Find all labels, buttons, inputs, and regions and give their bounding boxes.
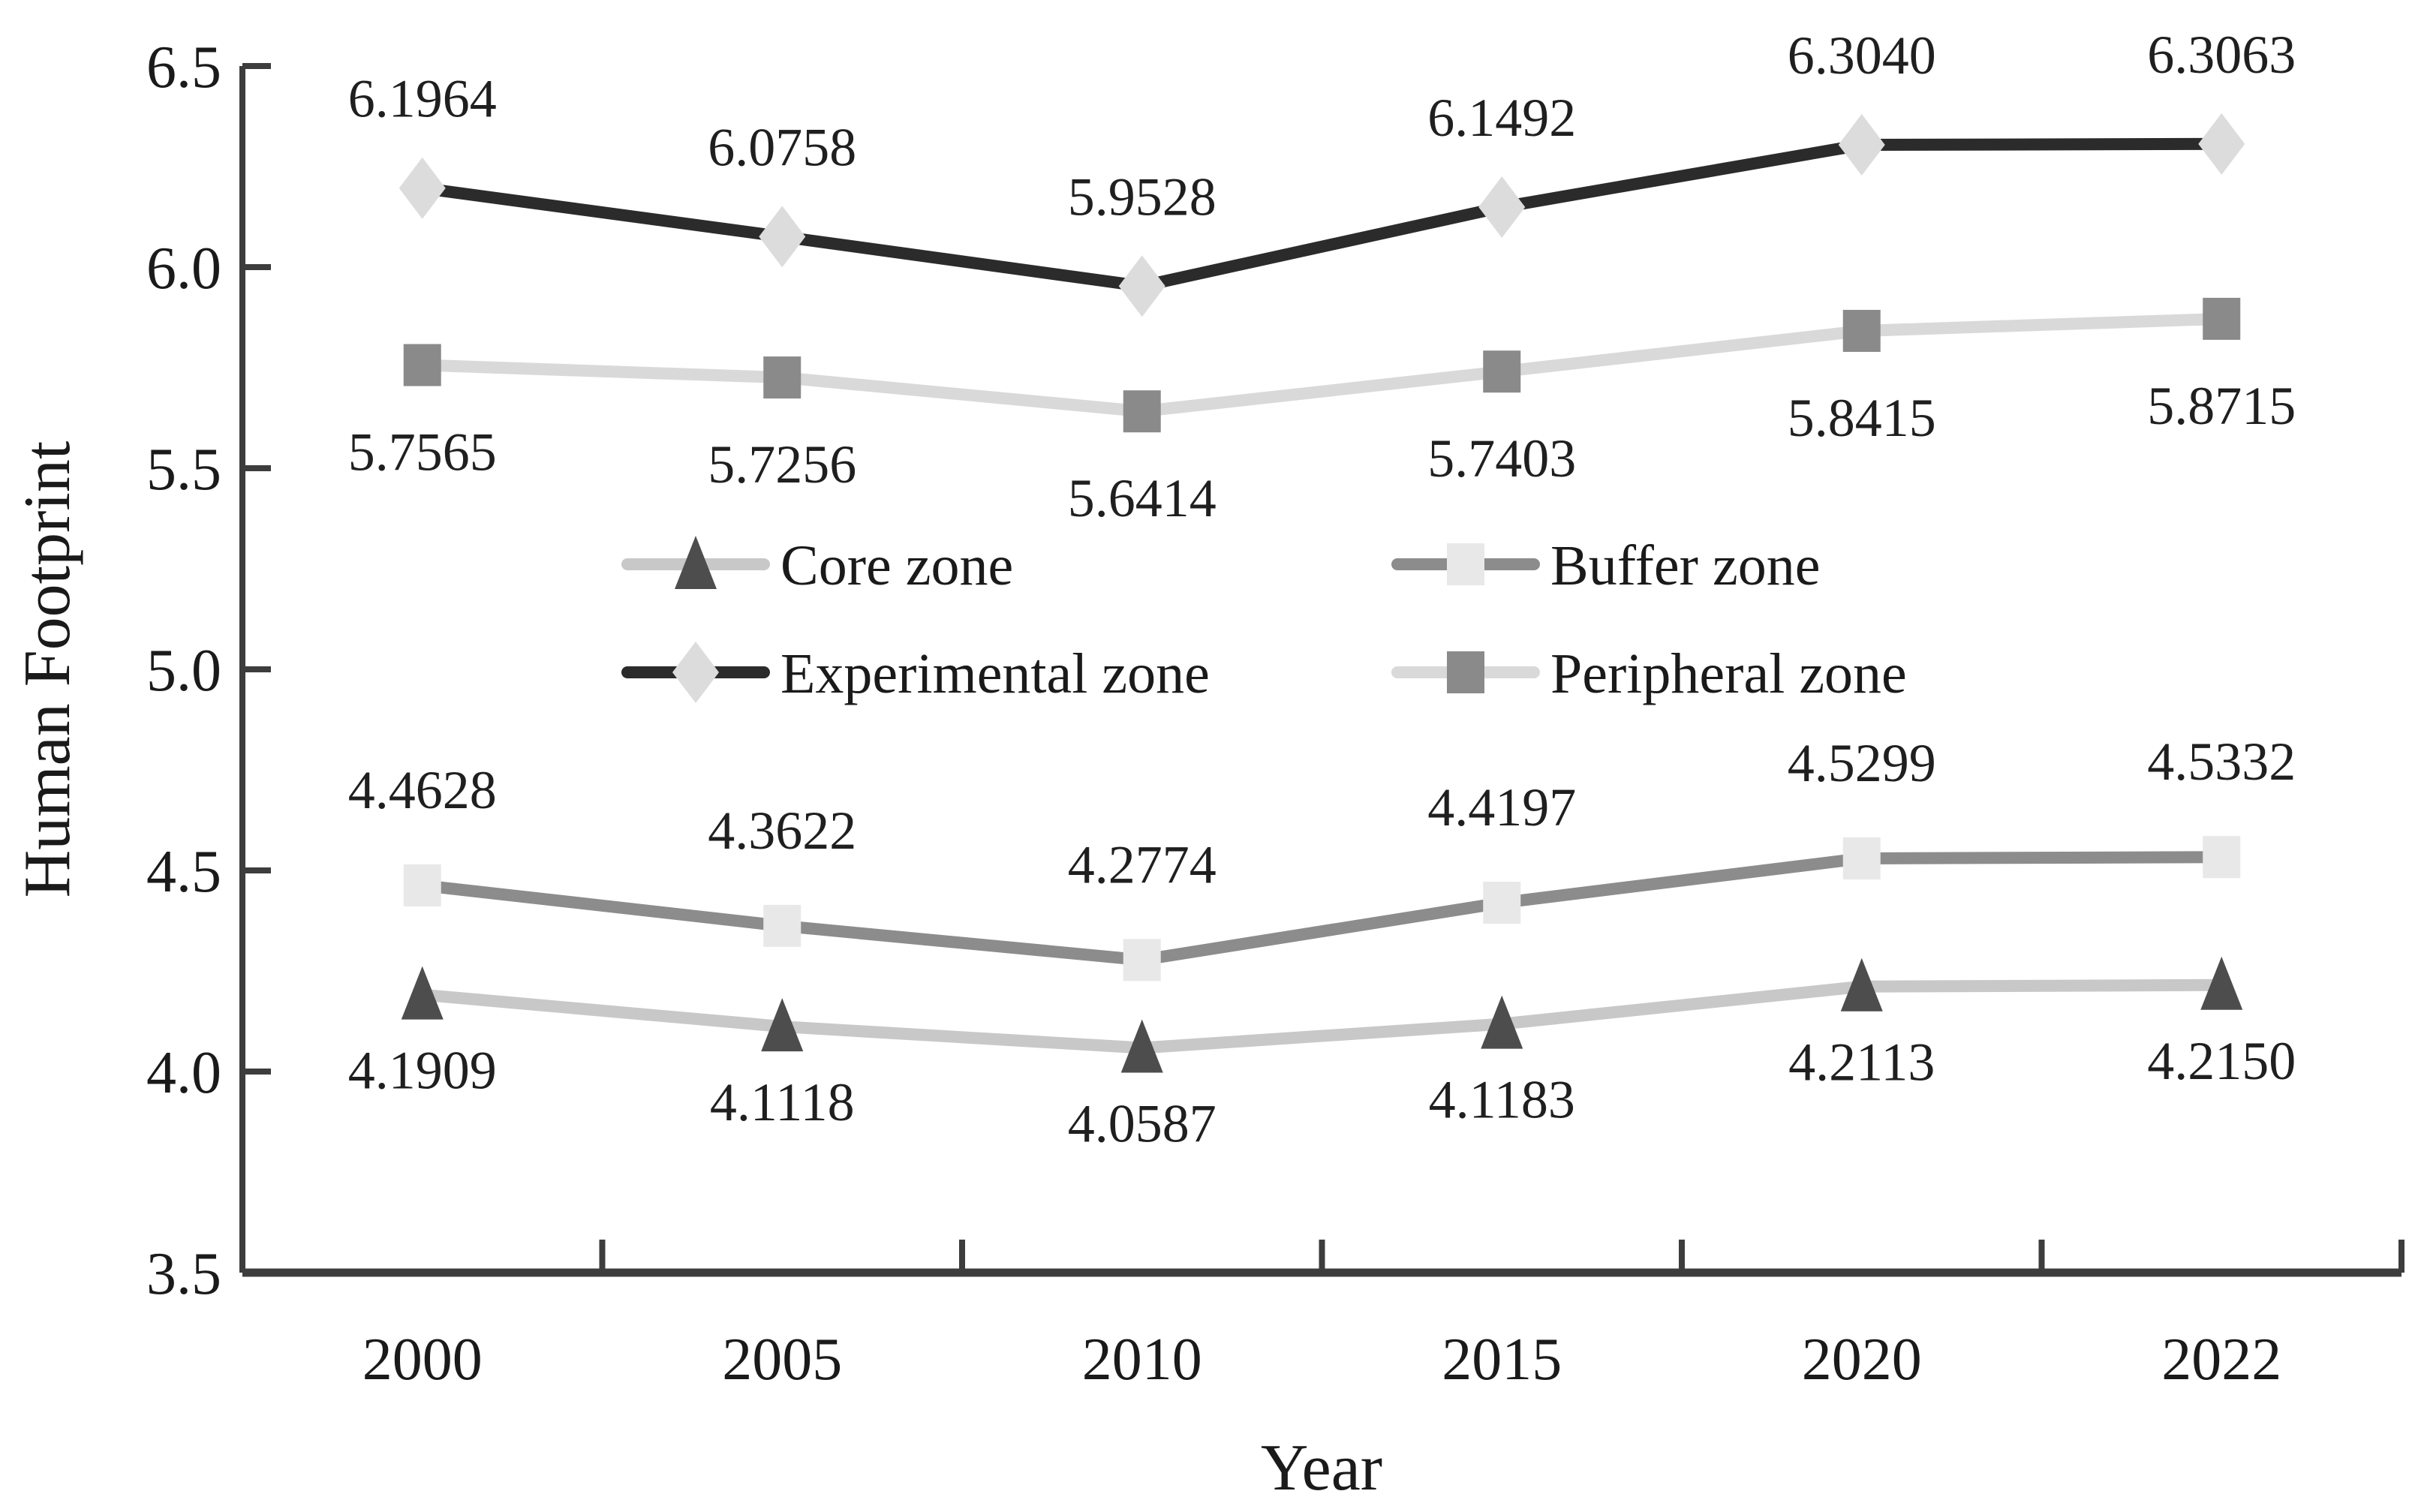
marker-buffer-zone (1483, 882, 1521, 924)
legend: Core zone Buffer zone Experimental zone Per… (621, 534, 1907, 705)
data-label-core-zone: 4.2150 (2147, 1031, 2296, 1091)
series-peripheral-zone: 5.7565 5.7256 5.6414 5.7403 5.8415 5.8715 (348, 297, 2296, 528)
marker-peripheral-zone (1483, 350, 1521, 393)
legend-label-core-zone: Core zone (780, 534, 1013, 597)
data-label-experimental-zone: 5.9528 (1068, 167, 1217, 227)
data-label-core-zone: 4.1909 (348, 1041, 497, 1101)
x-tick-label: 2020 (1802, 1327, 1922, 1393)
x-tick-label: 2005 (722, 1327, 842, 1393)
data-label-core-zone: 4.0587 (1068, 1094, 1217, 1154)
x-tick-label: 2010 (1082, 1327, 1202, 1393)
data-label-buffer-zone: 4.5299 (1788, 733, 1936, 793)
x-tick-label: 2022 (2161, 1327, 2281, 1393)
series-line-peripheral-zone (416, 312, 2228, 418)
y-tick-label: 5.5 (146, 437, 221, 503)
data-label-core-zone: 4.1118 (710, 1072, 855, 1132)
data-label-experimental-zone: 6.3040 (1788, 26, 1936, 86)
x-axis-title: Year (1261, 1432, 1382, 1504)
marker-buffer-zone (1842, 837, 1881, 879)
data-label-peripheral-zone: 5.8415 (1788, 388, 1936, 448)
series-line-buffer-zone (416, 851, 2228, 966)
marker-buffer-zone (403, 864, 441, 906)
data-label-buffer-zone: 4.3622 (708, 801, 856, 861)
data-label-peripheral-zone: 5.7565 (348, 422, 497, 482)
marker-experimental-zone (759, 206, 806, 268)
data-label-experimental-zone: 6.0758 (708, 117, 856, 177)
marker-peripheral-zone (403, 344, 441, 386)
marker-buffer-zone (763, 904, 801, 947)
data-label-experimental-zone: 6.3063 (2147, 25, 2296, 85)
data-label-peripheral-zone: 5.6414 (1068, 468, 1217, 528)
series-buffer-zone: 4.4628 4.3622 4.2774 4.4197 4.5299 4.5332 (348, 732, 2296, 981)
legend-marker-buffer-zone (1447, 543, 1484, 585)
marker-experimental-zone (1118, 255, 1165, 317)
series-layer: 4.1909 4.1118 4.0587 4.1183 4.2113 4.2150 4.46… (348, 25, 2296, 1154)
marker-core-zone (1120, 1019, 1163, 1073)
legend-label-experimental-zone: Experimental zone (780, 642, 1210, 705)
y-tick-label: 6.5 (146, 35, 221, 101)
x-tick-label: 2000 (362, 1327, 483, 1393)
y-tick-label: 4.5 (146, 839, 221, 905)
marker-core-zone (2200, 956, 2243, 1010)
marker-core-zone (761, 998, 804, 1052)
series-core-zone: 4.1909 4.1118 4.0587 4.1183 4.2113 4.2150 (348, 956, 2296, 1154)
x-tick-label: 2015 (1442, 1327, 1562, 1393)
legend-marker-peripheral-zone (1447, 651, 1484, 693)
series-line-core-zone (416, 978, 2228, 1054)
legend-item-experimental-zone: Experimental zone (621, 642, 1210, 705)
y-tick-label: 3.5 (146, 1241, 221, 1307)
data-label-buffer-zone: 4.2774 (1068, 834, 1217, 894)
series-experimental-zone: 6.1964 6.0758 5.9528 6.1492 6.3040 6.3063 (348, 25, 2296, 317)
marker-core-zone (1840, 957, 1883, 1012)
data-label-experimental-zone: 6.1492 (1427, 88, 1576, 148)
marker-peripheral-zone (763, 356, 801, 399)
marker-peripheral-zone (2203, 297, 2241, 340)
data-label-buffer-zone: 4.4197 (1427, 777, 1576, 837)
legend-item-core-zone: Core zone (621, 534, 1013, 597)
data-label-core-zone: 4.2113 (1788, 1033, 1935, 1093)
legend-item-peripheral-zone: Peripheral zone (1391, 642, 1907, 705)
marker-experimental-zone (1478, 176, 1526, 239)
data-label-experimental-zone: 6.1964 (348, 69, 497, 129)
series-line-experimental-zone (416, 137, 2228, 293)
marker-core-zone (1481, 995, 1523, 1049)
marker-experimental-zone (2198, 113, 2245, 175)
axes: 6.5 6.0 5.5 5.0 4.5 4.0 3.5 2000 2005 2010 2015 202… (146, 35, 2404, 1393)
y-axis-title: Human Footprint (11, 441, 84, 898)
y-tick-label: 5.0 (146, 638, 221, 704)
legend-marker-experimental-zone (672, 642, 719, 703)
legend-label-buffer-zone: Buffer zone (1550, 534, 1820, 597)
marker-experimental-zone (1838, 114, 1885, 176)
marker-peripheral-zone (1123, 390, 1161, 433)
data-label-core-zone: 4.1183 (1429, 1070, 1575, 1130)
marker-experimental-zone (398, 157, 446, 219)
legend-label-peripheral-zone: Peripheral zone (1550, 642, 1907, 705)
marker-core-zone (401, 966, 444, 1020)
legend-item-buffer-zone: Buffer zone (1391, 534, 1820, 597)
marker-buffer-zone (2203, 836, 2241, 879)
marker-peripheral-zone (1842, 309, 1881, 352)
data-label-buffer-zone: 4.4628 (348, 760, 497, 820)
marker-buffer-zone (1123, 939, 1161, 981)
data-label-peripheral-zone: 5.7403 (1427, 428, 1576, 488)
data-label-buffer-zone: 4.5332 (2147, 732, 2296, 792)
legend-marker-core-zone (675, 536, 717, 589)
data-label-peripheral-zone: 5.8715 (2147, 376, 2296, 436)
y-tick-label: 6.0 (146, 236, 221, 302)
y-tick-label: 4.0 (146, 1040, 221, 1106)
data-label-peripheral-zone: 5.7256 (708, 434, 856, 494)
